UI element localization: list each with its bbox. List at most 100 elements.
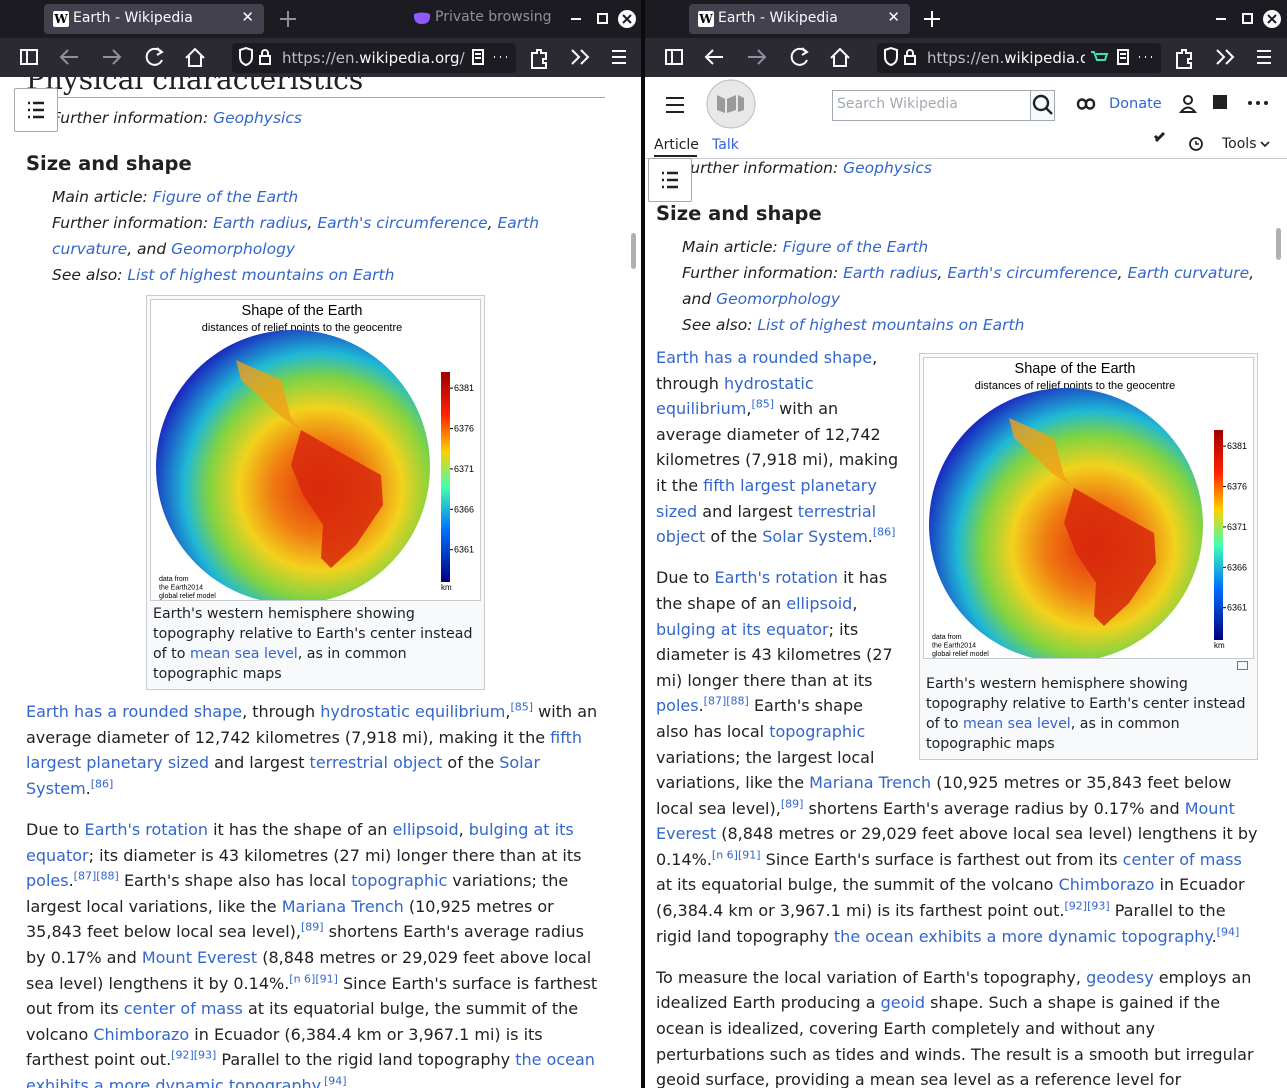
link[interactable]: Earth's circumference xyxy=(317,214,488,232)
link[interactable]: Earth curvature xyxy=(52,214,540,258)
close-tab[interactable]: ✕ xyxy=(241,8,254,26)
link[interactable]: Mount Everest xyxy=(141,947,258,967)
url-bar[interactable]: https://en.wikipedia.org/ xyxy=(877,43,1161,73)
home-icon[interactable] xyxy=(830,47,850,67)
tab[interactable]: W Earth - Wikipedia ✕ xyxy=(44,4,264,34)
reference[interactable]: [85] xyxy=(510,700,534,714)
reference[interactable]: [89] xyxy=(780,797,804,811)
reference[interactable]: [85] xyxy=(751,397,775,411)
reference[interactable]: [88] xyxy=(726,694,749,708)
link[interactable]: ellipsoid xyxy=(392,819,459,839)
reference[interactable]: [86] xyxy=(872,525,896,539)
link[interactable]: Geophysics xyxy=(213,109,302,127)
app-menu-icon[interactable] xyxy=(1257,50,1271,64)
link[interactable]: Earth's rotation xyxy=(714,568,839,588)
extensions-icon[interactable] xyxy=(531,49,547,69)
shield-icon[interactable] xyxy=(239,46,253,67)
lock-icon[interactable] xyxy=(904,49,916,65)
shield-icon[interactable] xyxy=(884,46,898,67)
link[interactable]: Earth's rotation xyxy=(84,819,209,839)
link[interactable]: List of highest mountains on Earth xyxy=(757,316,1025,334)
link[interactable]: Earth's circumference xyxy=(947,264,1118,282)
reference[interactable]: [94] xyxy=(323,1074,347,1088)
edit-icon[interactable] xyxy=(1153,131,1166,143)
home-icon[interactable] xyxy=(185,47,205,67)
link[interactable]: center of mass xyxy=(123,999,243,1019)
reader-icon[interactable] xyxy=(472,49,484,65)
tab[interactable]: W Earth - Wikipedia ✕ xyxy=(689,4,910,34)
link[interactable]: poles xyxy=(656,696,699,716)
link[interactable]: Geomorphology xyxy=(171,240,296,258)
enlarge-icon[interactable] xyxy=(1237,661,1248,670)
overflow-icon[interactable] xyxy=(571,49,590,65)
link[interactable]: List of highest mountains on Earth xyxy=(127,266,395,284)
article-tab[interactable]: Article xyxy=(654,137,699,153)
link[interactable]: mean sea level xyxy=(189,646,298,662)
link[interactable]: bulging at its equator xyxy=(656,619,829,639)
reference[interactable]: [89] xyxy=(300,921,324,935)
scrollbar-thumb[interactable] xyxy=(631,233,636,269)
sidebar-icon[interactable] xyxy=(20,49,38,65)
link[interactable]: Mariana Trench xyxy=(809,773,932,793)
link[interactable]: Chimborazo xyxy=(93,1024,190,1044)
link[interactable]: terrestrial object xyxy=(656,501,877,547)
new-tab[interactable] xyxy=(924,11,940,27)
link[interactable]: Mariana Trench xyxy=(281,896,404,916)
app-menu-icon[interactable] xyxy=(612,50,626,64)
close-tab[interactable]: ✕ xyxy=(887,8,900,26)
url-bar[interactable]: https://en.wikipedia.org/ xyxy=(232,43,516,73)
link[interactable]: the ocean exhibits a more dynamic topogr… xyxy=(833,926,1212,946)
toc-button[interactable] xyxy=(14,88,58,132)
link[interactable]: hydrostatic equilibrium xyxy=(656,373,814,419)
link[interactable]: Mount Everest xyxy=(656,798,1235,844)
reference[interactable]: [87] xyxy=(73,869,97,883)
main-menu[interactable] xyxy=(666,97,684,113)
toc-button[interactable] xyxy=(648,158,692,202)
cart-icon[interactable] xyxy=(1091,51,1109,61)
reference[interactable]: [93] xyxy=(193,1048,217,1062)
reference[interactable]: [92] xyxy=(171,1048,194,1062)
link[interactable]: mean sea level xyxy=(962,716,1071,732)
tools-menu[interactable]: Tools xyxy=(1222,136,1257,152)
user-icon[interactable] xyxy=(1183,95,1193,105)
link[interactable]: bulging at its equator xyxy=(26,819,574,865)
back-icon[interactable] xyxy=(59,49,78,65)
search-box[interactable] xyxy=(832,90,1031,121)
extensions-icon[interactable] xyxy=(1176,49,1192,69)
overflow-icon[interactable] xyxy=(1216,49,1235,65)
link[interactable]: terrestrial object xyxy=(309,753,443,773)
link[interactable]: center of mass xyxy=(1122,849,1242,869)
reload-icon[interactable] xyxy=(145,47,164,66)
reload-icon[interactable] xyxy=(790,47,809,66)
reference[interactable]: [n 6] xyxy=(711,848,738,862)
link[interactable]: Figure of the Earth xyxy=(152,188,299,206)
link[interactable]: poles xyxy=(26,871,69,891)
link[interactable]: geoid xyxy=(880,993,925,1013)
maximize[interactable] xyxy=(1242,13,1253,24)
link[interactable]: Geomorphology xyxy=(716,290,841,308)
watch-icon[interactable] xyxy=(1076,98,1096,110)
link[interactable]: Earth curvature xyxy=(1127,264,1250,282)
forward-icon[interactable] xyxy=(748,49,767,65)
reference[interactable]: [88] xyxy=(96,869,119,883)
history-icon[interactable] xyxy=(1189,137,1203,151)
link[interactable]: Solar System xyxy=(762,527,868,547)
link[interactable]: geodesy xyxy=(1086,967,1154,987)
link[interactable]: hydrostatic equilibrium xyxy=(320,702,506,721)
login-icon[interactable] xyxy=(1213,95,1227,109)
link[interactable]: Earth has a rounded shape xyxy=(656,348,873,367)
new-tab[interactable] xyxy=(280,11,296,27)
link[interactable]: Earth radius xyxy=(843,264,938,282)
talk-tab[interactable]: Talk xyxy=(712,137,739,153)
link[interactable]: ellipsoid xyxy=(786,593,853,613)
lock-icon[interactable] xyxy=(259,49,271,65)
reference[interactable]: [86] xyxy=(90,777,114,791)
scrollbar-thumb[interactable] xyxy=(1276,228,1281,260)
link[interactable]: Geophysics xyxy=(843,159,932,177)
link[interactable]: topographic xyxy=(351,871,448,891)
reference[interactable]: [94] xyxy=(1216,925,1240,939)
donate-link[interactable]: Donate xyxy=(1109,96,1162,112)
figure-image[interactable]: Shape of the Earth distances of relief po… xyxy=(923,357,1254,659)
link[interactable]: Solar System xyxy=(26,753,541,798)
reference[interactable]: [93] xyxy=(1087,899,1110,913)
